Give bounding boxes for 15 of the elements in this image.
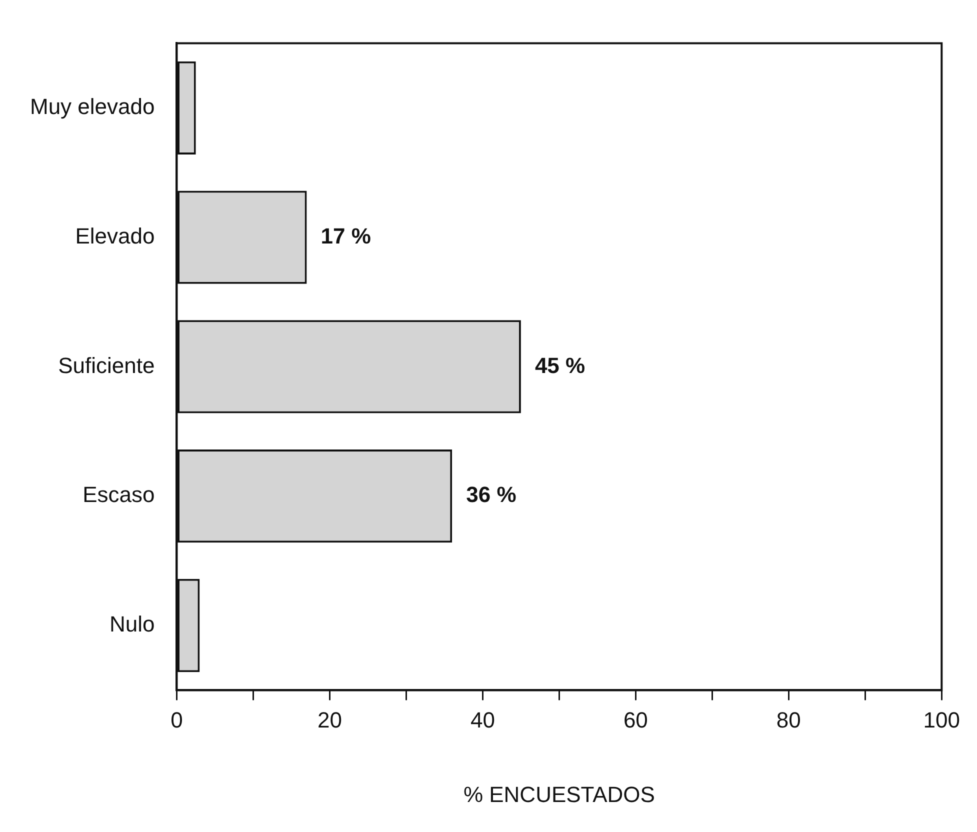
y-tick-label: Nulo	[109, 612, 155, 637]
x-tick-label: 40	[470, 707, 495, 732]
data-label: 36 %	[466, 482, 516, 508]
x-tick-label: 100	[923, 707, 960, 732]
x-tick-label: 20	[317, 707, 342, 732]
x-tick-label: 0	[170, 707, 183, 732]
y-tick-label: Elevado	[75, 223, 155, 248]
x-axis-title: % ENCUESTADOS	[463, 782, 655, 807]
y-tick-label: Suficiente	[58, 352, 155, 378]
y-tick-label: Escaso	[82, 482, 155, 508]
y-tick-label: Muy elevado	[30, 94, 155, 119]
x-tick-label: 60	[623, 707, 648, 732]
data-label: 17 %	[320, 223, 371, 248]
data-label: 45 %	[534, 352, 586, 378]
x-tick-label: 80	[776, 707, 801, 732]
